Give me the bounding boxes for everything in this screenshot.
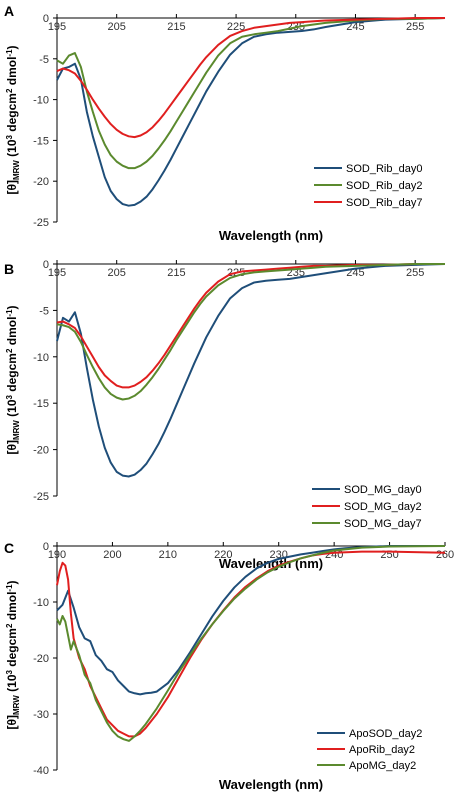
y-axis-label-part: -1	[5, 309, 14, 317]
x-tick-label: 220	[214, 549, 232, 561]
y-axis-label-part: (10	[5, 139, 19, 160]
y-tick-label: -15	[33, 135, 49, 147]
x-axis-label: Wavelength (nm)	[219, 777, 323, 792]
y-tick-label: -10	[33, 597, 49, 609]
y-tick-label: -10	[33, 352, 49, 364]
x-tick-label: 205	[108, 21, 126, 33]
legend-label: SOD_Rib_day0	[346, 163, 422, 175]
chart-panel-c: C 190 200 210 220 230 240 250 2600-10-20-30-40Wa…	[4, 540, 454, 792]
y-tick-label: -10	[33, 95, 49, 107]
x-tick-label: 225	[227, 21, 245, 33]
y-axis-label-part: 2	[5, 348, 14, 353]
series-line-aposod-day2	[56, 545, 445, 696]
x-axis-label: Wavelength (nm)	[219, 228, 323, 243]
series-line-sod-mg-day2	[56, 263, 445, 389]
legend-label: SOD_MG_day2	[344, 501, 422, 513]
panel-letter: C	[4, 540, 14, 556]
y-tick-label: -25	[33, 217, 49, 229]
y-axis-label-part: 3	[5, 395, 14, 400]
y-axis-label-part: 3	[5, 135, 14, 140]
series-line-sod-rib-day0	[56, 17, 446, 207]
y-axis-label-part: dmol	[5, 592, 19, 624]
x-tick-label: 215	[167, 267, 185, 279]
x-tick-label: 200	[103, 549, 121, 561]
y-tick-label: -5	[39, 305, 49, 317]
x-tick-label: 260	[436, 549, 454, 561]
y-axis-label-part: (10	[5, 399, 19, 420]
y-axis-label: [θ]MRW (103 degcm2 dmol-1)	[5, 305, 21, 454]
x-tick-label: 195	[48, 21, 66, 33]
series-line-sod-rib-day7	[56, 17, 445, 139]
series-line-sod-mg-day7	[56, 263, 445, 401]
y-axis-label-part: [θ]	[5, 180, 19, 194]
x-tick-label: 205	[108, 267, 126, 279]
series-line-sod-mg-day0	[56, 263, 446, 478]
y-axis-label: [θ]MRW (103 degcm2 dmol-1)	[5, 580, 21, 729]
y-axis-label-part: )	[5, 45, 19, 49]
y-axis-label: [θ]MRW (103 degcm2 dmol-1)	[5, 45, 21, 194]
y-tick-label: -5	[39, 54, 49, 66]
chart-panel-b: B 195 205 215 225 235 245 2550-5-10-15-20-25Wav…	[4, 259, 446, 571]
y-axis-label-part: MRW	[12, 420, 21, 440]
x-tick-label: 255	[406, 267, 424, 279]
y-axis-label-part: -1	[5, 49, 14, 57]
legend-label: ApoSOD_day2	[349, 728, 422, 740]
x-tick-label: 255	[406, 21, 424, 33]
y-axis-label-part: MRW	[12, 160, 21, 180]
y-axis-label-part: 2	[5, 623, 14, 628]
legend-label: SOD_MG_day7	[344, 518, 422, 530]
x-tick-label: 190	[48, 549, 66, 561]
y-axis-label-part: [θ]	[5, 440, 19, 454]
y-axis-label-part: degcm	[5, 628, 19, 670]
y-tick-label: 0	[43, 541, 49, 553]
y-tick-label: -20	[33, 653, 49, 665]
y-tick-label: -40	[33, 765, 49, 777]
y-tick-label: -20	[33, 176, 49, 188]
y-axis-label-part: degcm	[5, 93, 19, 135]
x-tick-label: 195	[48, 267, 66, 279]
y-axis-label-part: (10	[5, 674, 19, 695]
y-axis-label-part: degcm	[5, 353, 19, 395]
legend-label: ApoRib_day2	[349, 744, 415, 756]
y-axis-label-part: 3	[5, 670, 14, 675]
panel-letter: A	[4, 3, 14, 19]
series-line-apomg-day2	[56, 545, 446, 742]
y-tick-label: 0	[43, 259, 49, 271]
legend-label: ApoMG_day2	[349, 760, 416, 772]
legend-label: SOD_Rib_day2	[346, 180, 422, 192]
y-tick-label: -15	[33, 398, 49, 410]
legend-label: SOD_MG_day0	[344, 484, 422, 496]
panel-letter: B	[4, 261, 14, 277]
y-axis-label-part: 2	[5, 88, 14, 93]
y-axis-label-part: )	[5, 305, 19, 309]
y-axis-label-part: -1	[5, 584, 14, 592]
y-tick-label: -30	[33, 709, 49, 721]
y-tick-label: 0	[43, 13, 49, 25]
y-axis-label-part: MRW	[12, 695, 21, 715]
x-tick-label: 245	[346, 21, 364, 33]
x-tick-label: 210	[159, 549, 177, 561]
y-axis-label-part: )	[5, 580, 19, 584]
series-line-aporib-day2	[56, 550, 446, 738]
y-axis-label-part: dmol	[5, 57, 19, 89]
series-line-sod-rib-day2	[56, 17, 446, 170]
y-axis-label-part: [θ]	[5, 715, 19, 729]
y-tick-label: -25	[33, 491, 49, 503]
y-axis-label-part: dmol	[5, 317, 19, 349]
y-tick-label: -20	[33, 445, 49, 457]
x-tick-label: 215	[167, 21, 185, 33]
legend-label: SOD_Rib_day7	[346, 197, 422, 209]
